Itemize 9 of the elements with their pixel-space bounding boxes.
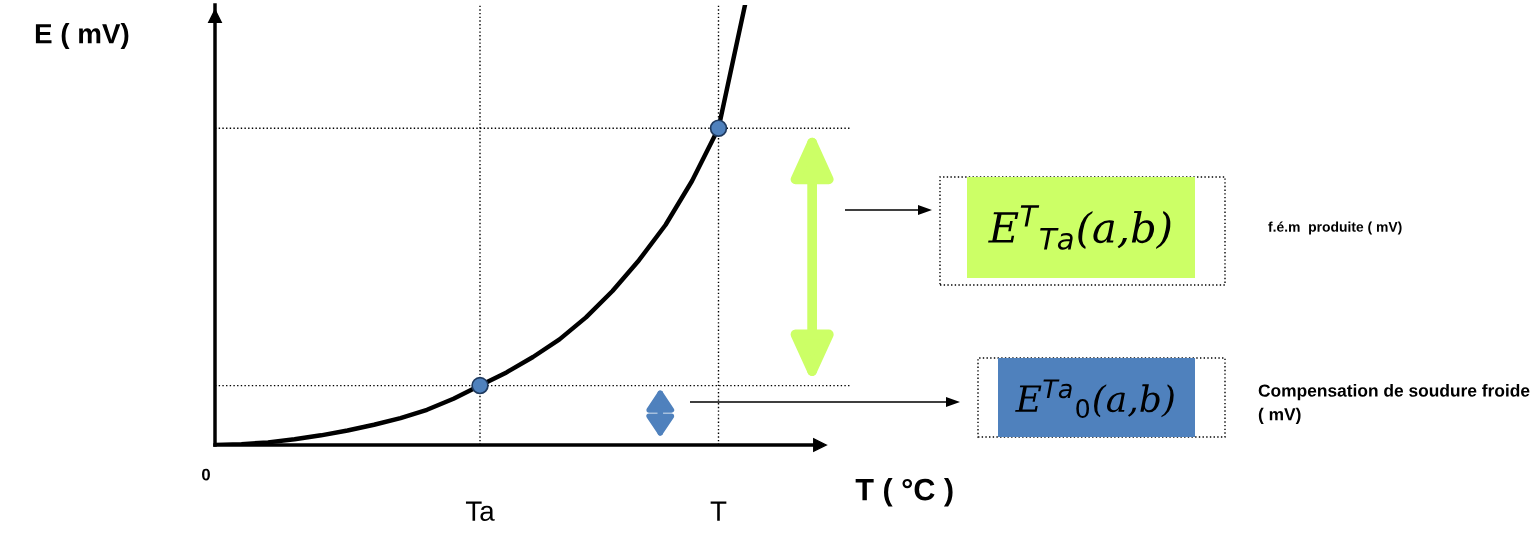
text: f.é.m produite ( mV) bbox=[1268, 221, 1402, 235]
text: E$^{T}$$_{Ta}$(a,b) bbox=[988, 205, 1171, 250]
text: Compensation de soudure froide ( mV) bbox=[1258, 384, 1530, 424]
y-axis-title: E ( mV) bbox=[35, 23, 129, 49]
text: 0 bbox=[202, 468, 210, 481]
text: E$^{Ta}$$_{0}$(a,b) bbox=[1015, 379, 1174, 419]
x-tick-label: Ta bbox=[465, 501, 495, 521]
x-tick-label: T bbox=[710, 501, 727, 521]
x-axis-title: T ( °C ) bbox=[855, 478, 953, 507]
